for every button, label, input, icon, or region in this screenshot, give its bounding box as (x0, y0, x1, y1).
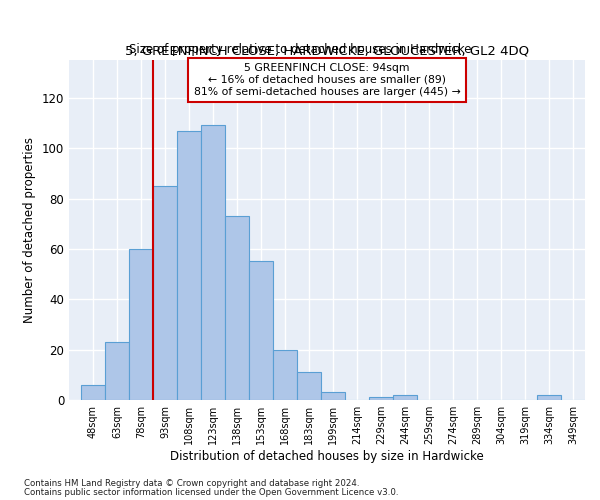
Bar (321, 392, 345, 400)
Text: Contains public sector information licensed under the Open Government Licence v3: Contains public sector information licen… (24, 488, 398, 497)
Y-axis label: Number of detached properties: Number of detached properties (23, 137, 36, 323)
Bar (81, 385, 105, 400)
Bar (201, 126, 225, 400)
Bar (369, 398, 393, 400)
Bar (393, 395, 417, 400)
Text: 5 GREENFINCH CLOSE: 94sqm
← 16% of detached houses are smaller (89)
81% of semi-: 5 GREENFINCH CLOSE: 94sqm ← 16% of detac… (194, 64, 460, 96)
Text: Contains HM Land Registry data © Crown copyright and database right 2024.: Contains HM Land Registry data © Crown c… (24, 479, 359, 488)
X-axis label: Distribution of detached houses by size in Hardwicke: Distribution of detached houses by size … (170, 450, 484, 463)
Text: Size of property relative to detached houses in Hardwicke: Size of property relative to detached ho… (129, 42, 471, 56)
Bar (105, 342, 129, 400)
Bar (225, 216, 249, 400)
Bar (273, 350, 297, 400)
Bar (297, 372, 321, 400)
Bar (249, 262, 273, 400)
Title: 5, GREENFINCH CLOSE, HARDWICKE, GLOUCESTER, GL2 4DQ: 5, GREENFINCH CLOSE, HARDWICKE, GLOUCEST… (125, 44, 529, 58)
Bar (153, 186, 177, 400)
Bar (537, 395, 561, 400)
Bar (177, 130, 201, 400)
Bar (129, 249, 153, 400)
